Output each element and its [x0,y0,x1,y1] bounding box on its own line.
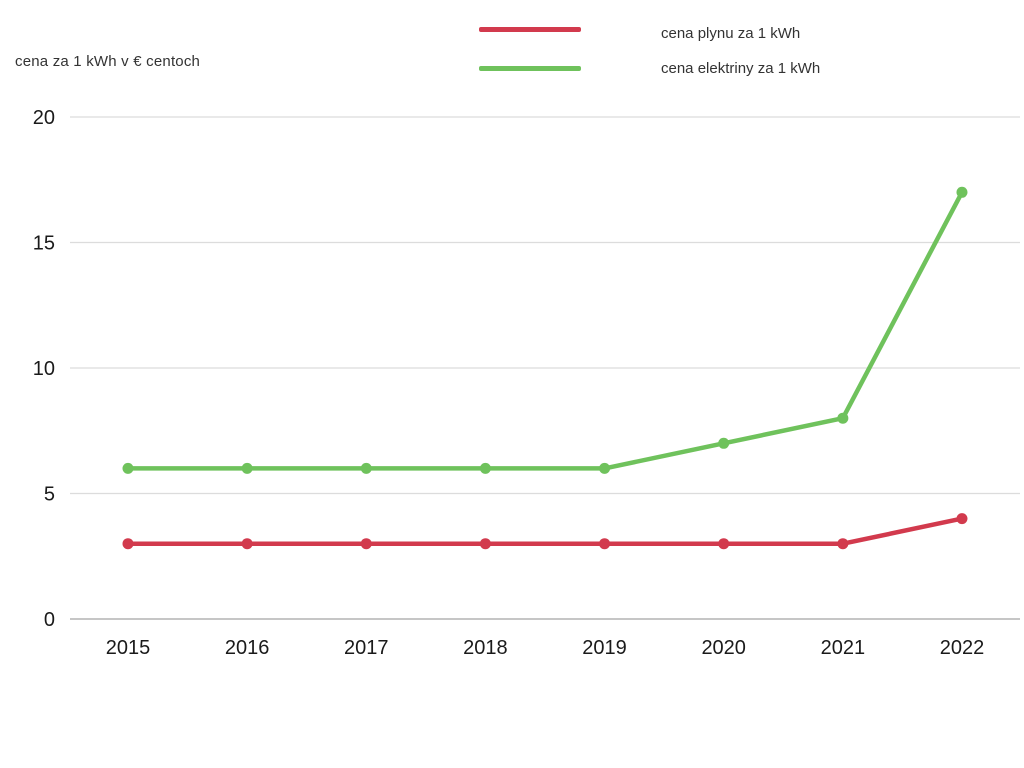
electricity-point-2019 [599,462,611,474]
legend-label-gas: cena plynu za 1 kWh [661,25,801,42]
x-tick-label: 2015 [106,637,151,659]
legend: cena plynu za 1 kWh cena elektriny za 1 … [0,0,1024,90]
electricity-point-2018 [479,462,491,474]
chart-title: cena za 1 kWh v € centoch [15,53,201,70]
gas-point-2018 [479,538,491,550]
electricity-point-2017 [360,462,372,474]
y-tick-label: 10 [33,358,55,380]
x-tick-label: 2019 [582,637,627,659]
x-tick-label: 2016 [225,637,270,659]
y-tick-label: 5 [44,484,55,506]
electricity-point-2016 [241,462,253,474]
gas-point-2019 [599,538,611,550]
legend-label-electricity: cena elektriny za 1 kWh [661,60,821,77]
y-tick-label: 20 [33,107,55,129]
legend-swatch-gas [479,27,581,32]
electricity-point-2015 [122,462,134,474]
x-tick-label: 2018 [463,637,508,659]
gas-point-2017 [360,538,372,550]
gas-point-2022 [956,513,968,525]
gas-point-2020 [718,538,730,550]
legend-swatch-electricity [479,66,581,71]
x-tick-label: 2022 [940,637,985,659]
gas-point-2016 [241,538,253,550]
gas-line [125,516,965,546]
y-tick-label: 15 [33,233,55,255]
x-tick-label: 2021 [821,637,866,659]
gas-point-2021 [837,538,849,550]
electricity-point-2022 [956,186,968,198]
electricity-line [125,190,965,471]
gas-point-2015 [122,538,134,550]
electricity-point-2021 [837,412,849,424]
x-tick-label: 2020 [701,637,746,659]
electricity-point-2020 [718,437,730,449]
x-tick-label: 2017 [344,637,389,659]
y-tick-label: 0 [44,609,55,631]
